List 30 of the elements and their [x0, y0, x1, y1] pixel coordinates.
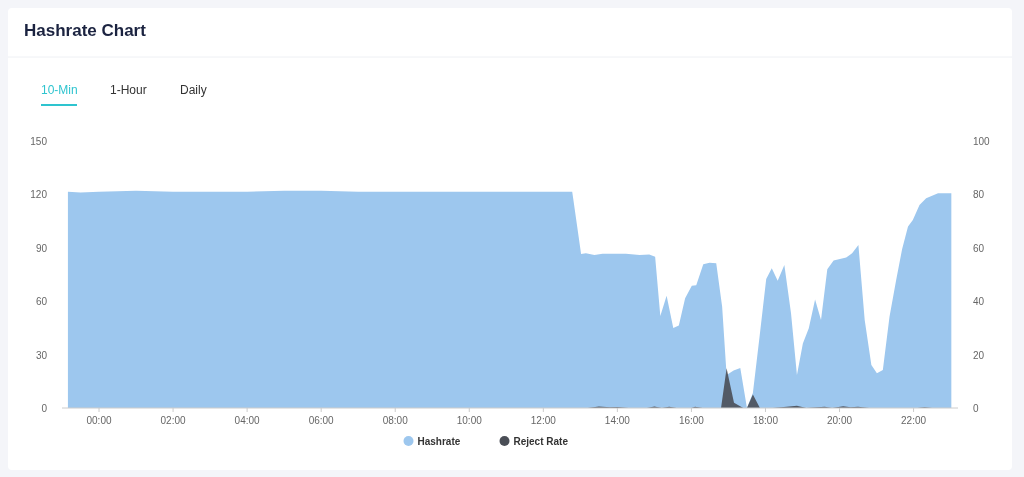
text: 10-Min	[41, 83, 78, 97]
x-tick-label: 08:00	[382, 415, 409, 426]
chart-title: Hashrate Chart	[24, 21, 147, 40]
x-tick-label: 14:00	[604, 415, 631, 426]
x-tick-label: 04:00	[234, 415, 261, 426]
y-tick-label: 30	[35, 349, 48, 361]
y-tick-label: 0	[41, 403, 48, 414]
y-tick-label: 150	[30, 136, 48, 147]
x-tick-label: 18:00	[752, 415, 779, 426]
y2-tick-label: 100	[973, 136, 991, 147]
text: 1-Hour	[110, 83, 147, 97]
x-tick-label: 12:00	[530, 415, 557, 426]
y2-tick-label: 0	[973, 403, 979, 414]
x-tick-label: 00:00	[86, 415, 112, 426]
x-tick-label: 02:00	[160, 415, 187, 426]
x-tick-label: 10:00	[456, 415, 483, 426]
y-tick-label: 60	[35, 296, 48, 308]
y2-tick-label: 40	[973, 296, 985, 308]
y-tick-label: 120	[30, 189, 48, 201]
legend-label: Hashrate	[417, 436, 461, 447]
text: Daily	[180, 83, 207, 97]
y2-tick-label: 20	[973, 349, 985, 361]
x-tick-label: 20:00	[827, 415, 853, 426]
y2-tick-label: 80	[973, 189, 985, 201]
y-tick-label: 90	[35, 242, 48, 254]
x-tick-label: 22:00	[901, 415, 927, 426]
x-tick-label: 06:00	[308, 415, 335, 426]
legend-label: Reject Rate	[513, 436, 569, 447]
x-tick-label: 16:00	[678, 415, 705, 426]
y2-tick-label: 60	[973, 242, 985, 254]
